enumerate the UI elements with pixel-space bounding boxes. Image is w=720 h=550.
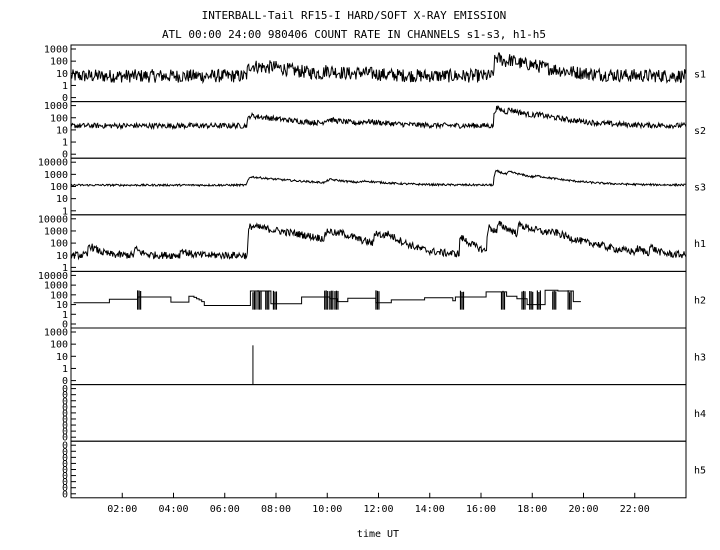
y-tick-label-h2: 10000	[38, 271, 68, 282]
y-tick-label-h3: 100	[50, 340, 68, 351]
y-tick-label-h4: 0	[62, 384, 68, 395]
y-tick-label-h4: 0	[62, 433, 68, 444]
y-tick-label-h1: 100	[50, 239, 68, 250]
panel-frame-s2	[70, 101, 687, 159]
channel-label-s2: s2	[694, 126, 706, 137]
channel-panels: 10001001010s110001001010s210000100010010…	[38, 44, 706, 500]
chart-title: INTERBALL-Tail RF15-I HARD/SOFT X-RAY EM…	[202, 9, 507, 22]
y-tick-label-s3: 10	[56, 194, 68, 205]
y-tick-label-s1: 1000	[44, 45, 68, 56]
x-tick-label: 20:00	[568, 504, 598, 515]
y-tick-label-h4: 0	[62, 408, 68, 419]
y-tick-label-h4: 0	[62, 390, 68, 401]
y-tick-label-s3: 1000	[44, 170, 68, 181]
y-tick-label-h4: 0	[62, 421, 68, 432]
x-tick-label: 10:00	[312, 504, 342, 515]
y-tick-label-s2: 100	[50, 113, 68, 124]
y-tick-label-h3: 1000	[44, 328, 68, 339]
channel-label-s1: s1	[694, 69, 706, 80]
channel-label-h4: h4	[694, 409, 706, 420]
y-tick-label-h5: 0	[62, 441, 68, 452]
y-tick-label-h2: 1	[62, 310, 68, 321]
y-tick-label-h5: 0	[62, 477, 68, 488]
y-tick-label-h3: 10	[56, 352, 68, 363]
y-tick-label-h4: 0	[62, 396, 68, 407]
y-tick-label-s1: 0	[62, 93, 68, 104]
y-tick-label-h5: 0	[62, 453, 68, 464]
panel-frame-h3	[70, 327, 687, 386]
y-tick-label-s3: 10000	[38, 158, 68, 169]
y-tick-label-h2: 10	[56, 300, 68, 311]
chart-subtitle: ATL 00:00 24:00 980406 COUNT RATE IN CHA…	[162, 28, 546, 41]
channel-label-h5: h5	[694, 466, 706, 477]
x-tick-label: 08:00	[261, 504, 291, 515]
x-tick-label: 12:00	[363, 504, 393, 515]
y-tick-label-h3: 0	[62, 376, 68, 387]
series-line-s1	[70, 52, 687, 85]
y-tick-label-s2: 1	[62, 138, 68, 149]
channel-label-s3: s3	[694, 183, 706, 194]
y-tick-label-h5: 0	[62, 459, 68, 470]
panel-frame-h5	[70, 440, 687, 499]
y-tick-label-s1: 1	[62, 81, 68, 92]
series-line-h1	[70, 220, 687, 261]
panel-frame-s3	[70, 157, 687, 216]
y-tick-label-h1: 1	[62, 263, 68, 274]
x-tick-label: 06:00	[210, 504, 240, 515]
y-tick-label-h4: 0	[62, 414, 68, 425]
y-tick-label-h2: 100	[50, 290, 68, 301]
x-tick-label: 14:00	[415, 504, 445, 515]
y-tick-label-h4: 0	[62, 402, 68, 413]
y-tick-label-h2: 1000	[44, 281, 68, 292]
channel-label-h1: h1	[694, 239, 706, 250]
y-tick-label-h1: 10000	[38, 214, 68, 225]
x-tick-label: 22:00	[620, 504, 650, 515]
y-tick-label-s2: 10	[56, 125, 68, 136]
x-tick-label: 16:00	[466, 504, 496, 515]
y-tick-label-h5: 0	[62, 489, 68, 500]
y-tick-label-h2: 0	[62, 320, 68, 331]
y-tick-label-h5: 0	[62, 465, 68, 476]
y-tick-label-h5: 0	[62, 447, 68, 458]
y-tick-label-h1: 10	[56, 251, 68, 262]
y-tick-label-s3: 100	[50, 182, 68, 193]
y-tick-label-s2: 0	[62, 150, 68, 161]
series-line-s2	[70, 105, 687, 131]
channel-label-h3: h3	[694, 352, 706, 363]
channel-label-h2: h2	[694, 296, 706, 307]
y-tick-label-h4: 0	[62, 427, 68, 438]
time-axis: 02:00 04:00 06:00 08:00 10:00 12:00 14:00 16:00…	[107, 492, 650, 515]
y-tick-label-s3: 1	[62, 206, 68, 217]
x-tick-label: 04:00	[158, 504, 188, 515]
y-tick-label-h3: 1	[62, 364, 68, 375]
y-tick-label-h5: 0	[62, 471, 68, 482]
y-tick-label-s1: 10	[56, 69, 68, 80]
y-tick-label-h5: 0	[62, 483, 68, 494]
y-tick-label-h1: 1000	[44, 226, 68, 237]
y-tick-label-s2: 1000	[44, 101, 68, 112]
x-tick-label: 02:00	[107, 504, 137, 515]
series-line-s3	[70, 169, 687, 188]
y-tick-label-s1: 100	[50, 57, 68, 68]
panel-frame-h4	[70, 384, 687, 442]
x-tick-label: 18:00	[517, 504, 547, 515]
x-axis-label: time UT	[357, 529, 399, 540]
